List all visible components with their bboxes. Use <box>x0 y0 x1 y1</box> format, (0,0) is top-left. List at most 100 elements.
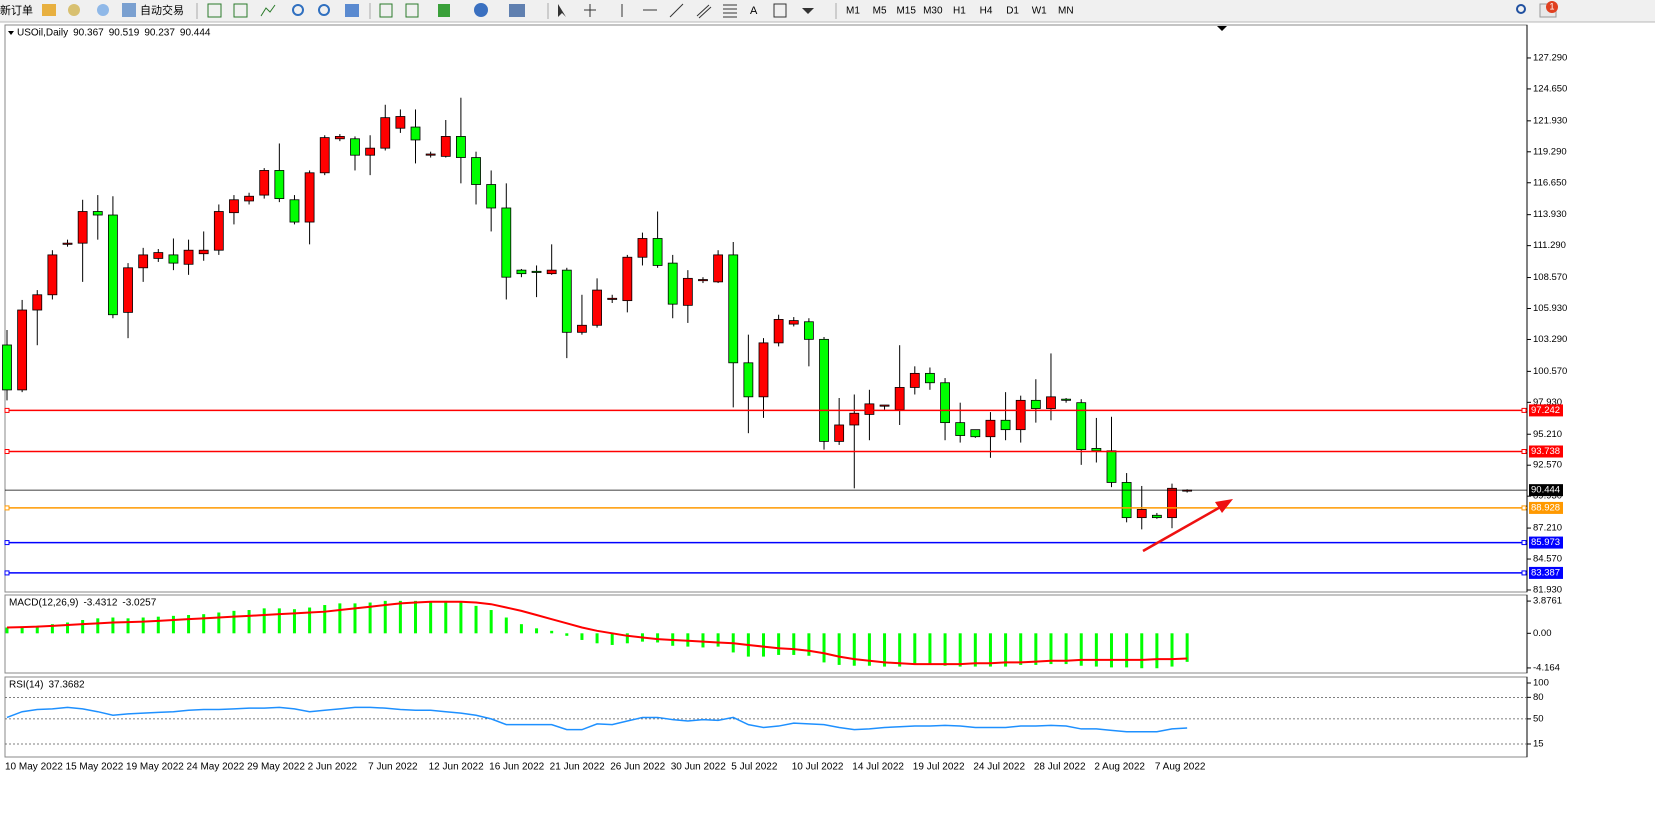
x-tick-label: 19 May 2022 <box>126 762 184 773</box>
candle-body <box>471 157 481 185</box>
macd-bar <box>1064 633 1068 665</box>
annotation-arrowhead <box>1215 499 1233 513</box>
macd-bar <box>111 617 115 634</box>
timeframe-button[interactable]: M15 <box>896 6 916 17</box>
timeframe-button[interactable]: W1 <box>1032 6 1047 17</box>
notification-count: 1 <box>1549 1 1554 11</box>
icon[interactable] <box>474 3 488 17</box>
macd-bar <box>898 633 902 667</box>
y-tick-label: 15 <box>1533 739 1544 750</box>
macd-bar <box>1019 633 1023 665</box>
zoom-in[interactable] <box>292 4 304 16</box>
fibo-tool[interactable] <box>723 4 737 18</box>
macd-bar <box>1125 633 1129 668</box>
price-badge <box>1529 536 1563 549</box>
candle-body <box>819 338 829 442</box>
level-handle <box>1521 449 1527 455</box>
x-tick-label: 14 Jul 2022 <box>852 762 904 773</box>
macd-bar <box>383 600 387 634</box>
y-tick-label: 84.570 <box>1533 554 1562 565</box>
candle-body <box>198 249 209 255</box>
label-tool[interactable] <box>773 3 787 18</box>
x-tick-label: 24 Jul 2022 <box>973 762 1025 773</box>
macd-bar <box>777 633 781 655</box>
macd-bar <box>1155 633 1159 669</box>
icon[interactable] <box>122 3 136 17</box>
timeframe-button[interactable]: M1 <box>846 6 860 17</box>
candle-body <box>1046 396 1056 409</box>
candle-body <box>985 419 996 438</box>
icon[interactable] <box>207 3 222 18</box>
timeframe-button[interactable]: M5 <box>873 6 887 17</box>
channel-tool[interactable] <box>696 4 712 19</box>
candle-body <box>1151 514 1162 519</box>
candle-body <box>531 270 542 273</box>
icon[interactable] <box>345 4 359 17</box>
candle-body <box>32 294 43 311</box>
crosshair-tool[interactable] <box>584 4 596 17</box>
timeframe-button[interactable]: M30 <box>923 6 943 17</box>
icon[interactable] <box>97 4 109 16</box>
x-tick-label: 24 May 2022 <box>187 762 245 773</box>
macd-bar <box>5 627 9 634</box>
header-value: -3.4312 <box>83 598 117 609</box>
macd-bar <box>459 601 463 634</box>
candle-body <box>2 344 12 391</box>
zoom-out[interactable] <box>318 4 330 16</box>
icon[interactable] <box>260 4 276 17</box>
macd-bar <box>35 625 39 634</box>
icon[interactable] <box>42 4 56 16</box>
macd-bar <box>519 624 523 634</box>
toolbar-bg <box>0 0 1655 22</box>
new-order-button[interactable]: 新订单 <box>0 3 33 17</box>
trendline-tool[interactable] <box>669 3 684 18</box>
candle-body <box>577 324 587 333</box>
candle-body <box>289 199 300 223</box>
macd-bar <box>232 610 236 634</box>
cursor-tool[interactable] <box>558 4 566 17</box>
candle-body <box>350 138 360 156</box>
y-tick-label: 81.930 <box>1533 585 1562 596</box>
x-tick-label: 16 Jun 2022 <box>489 762 544 773</box>
macd-bar <box>50 624 54 634</box>
macd-bar <box>1170 633 1174 667</box>
text-tool[interactable]: A <box>750 5 758 17</box>
level-handle <box>1521 407 1527 413</box>
annotation-arrow <box>1142 503 1225 553</box>
macd-bar <box>202 614 206 634</box>
macd-bar <box>1049 633 1053 665</box>
icon[interactable] <box>68 4 80 16</box>
icon[interactable] <box>233 3 248 18</box>
y-tick-label: 92.570 <box>1533 460 1562 471</box>
x-tick-label: 10 Jul 2022 <box>792 762 844 773</box>
macd-bar <box>625 633 629 644</box>
timeframe-button[interactable]: D1 <box>1006 6 1019 17</box>
icon[interactable] <box>379 3 393 18</box>
macd-bar <box>610 633 614 645</box>
candle-body <box>1000 419 1011 431</box>
level-handle <box>1521 505 1527 511</box>
macd-bar <box>141 617 145 634</box>
header-value: 90.237 <box>144 28 175 39</box>
timeframe-button[interactable]: H1 <box>953 6 966 17</box>
icon[interactable] <box>438 4 450 17</box>
search[interactable] <box>1516 4 1526 14</box>
candle-body <box>425 153 436 156</box>
candle-body <box>1121 482 1132 519</box>
macd-bar <box>292 609 296 634</box>
notification-badge[interactable] <box>1546 1 1558 13</box>
macd-bar <box>867 633 871 666</box>
shapes-tool[interactable] <box>802 8 814 14</box>
macd-bar <box>96 618 100 634</box>
timeframe-button[interactable]: H4 <box>980 6 993 17</box>
macd-bar <box>126 618 130 634</box>
icon[interactable] <box>509 4 525 17</box>
x-tick-label: 10 May 2022 <box>5 762 63 773</box>
candle-body <box>168 254 179 264</box>
icon[interactable] <box>405 3 419 18</box>
y-tick-label: 124.650 <box>1533 83 1567 94</box>
auto-trading-button[interactable]: 自动交易 <box>140 3 184 17</box>
candle-body <box>1076 402 1087 451</box>
timeframe-button[interactable]: MN <box>1058 6 1074 17</box>
